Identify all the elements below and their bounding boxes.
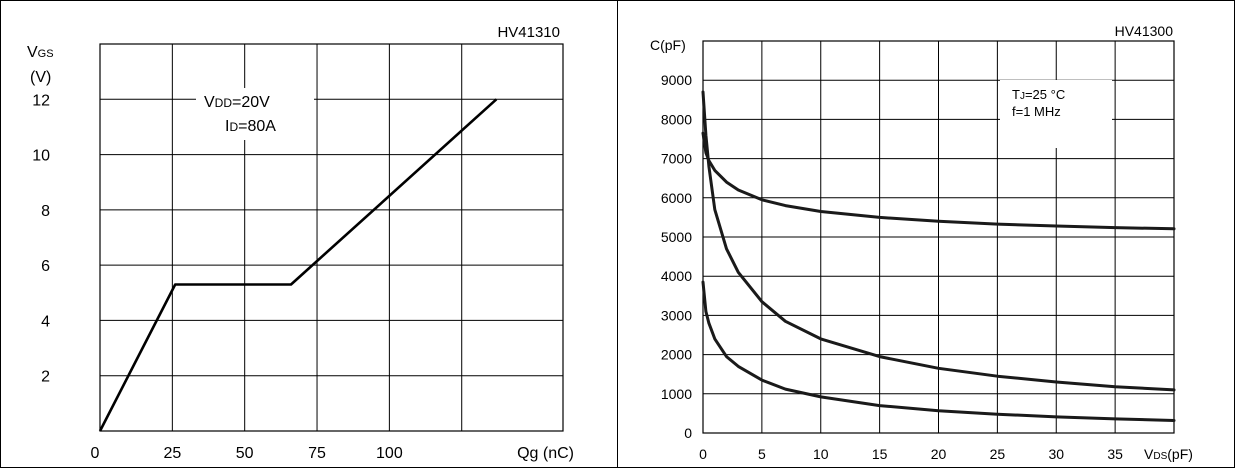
x-tick-label: 25: [163, 445, 181, 462]
series-line: [98, 98, 498, 432]
capacitance-chart: 0 5 10 15 20 25 30 35 0 1000 2000 3000 4000 5000 6000…: [650, 23, 1193, 462]
annotation-id: ID=80A: [225, 118, 276, 135]
plot-frame: [99, 43, 564, 432]
y-tick-label: 4: [41, 313, 50, 330]
y-tick-label: 12: [32, 92, 50, 109]
series-line: [701, 90, 1176, 392]
annotation-background: [1000, 80, 1112, 148]
annotation-vdd: VDD=20V: [204, 94, 270, 111]
x-tick-label: 30: [1048, 446, 1064, 462]
x-tick-label: 50: [236, 445, 254, 462]
annotation-tj: TJ=25 °C: [1012, 87, 1065, 102]
plot-frame: [702, 40, 1175, 434]
y-tick-labels: 2 4 6 8 10 12: [32, 92, 50, 385]
x-tick-label: 0: [91, 445, 100, 462]
x-tick-labels: 0 25 50 75 100: [91, 445, 403, 462]
x-tick-label: 25: [990, 446, 1006, 462]
y-tick-label: 6000: [661, 190, 692, 206]
x-tick-label: 20: [931, 446, 947, 462]
x-axis-label: Qg (nC): [517, 445, 574, 462]
y-axis-label: VGS: [27, 44, 54, 61]
y-tick-label: 9000: [661, 72, 692, 88]
grid: [100, 44, 563, 431]
y-tick-label: 4000: [661, 268, 692, 284]
annotation-f: f=1 MHz: [1012, 104, 1061, 119]
y-tick-label: 0: [684, 425, 692, 441]
y-tick-label: 10: [32, 148, 50, 165]
chart-code: HV41300: [1115, 23, 1174, 39]
y-tick-label: 2000: [661, 347, 692, 363]
y-tick-label: 8: [41, 203, 50, 220]
series: [98, 98, 498, 432]
y-axis-label: C(pF): [650, 37, 686, 53]
x-tick-label: 15: [872, 446, 888, 462]
y-tick-label: 6: [41, 258, 50, 275]
y-tick-label: 8000: [661, 111, 692, 127]
x-tick-label: 0: [699, 446, 707, 462]
series: [701, 90, 1176, 422]
y-tick-label: 2: [41, 369, 50, 386]
annotation-background: [196, 88, 314, 140]
y-tick-label: 7000: [661, 151, 692, 167]
series-line: [701, 280, 1176, 422]
x-tick-label: 5: [758, 446, 766, 462]
x-tick-label: 100: [376, 445, 403, 462]
y-tick-label: 1000: [661, 386, 692, 402]
x-tick-label: 75: [308, 445, 326, 462]
x-tick-label: 35: [1107, 446, 1123, 462]
y-axis-unit: (V): [30, 69, 51, 86]
x-tick-label: 10: [813, 446, 829, 462]
y-tick-label: 3000: [661, 307, 692, 323]
x-axis-label: VDS(pF): [1144, 446, 1193, 462]
chart-code: HV41310: [497, 24, 560, 41]
y-tick-label: 5000: [661, 229, 692, 245]
x-tick-labels: 0 5 10 15 20 25 30 35: [699, 446, 1123, 462]
gate-charge-chart: 0 25 50 75 100 2 4 6 8 10 12 HV41310 VGS (V) Qg (…: [27, 24, 574, 462]
series-line: [701, 131, 1176, 231]
y-tick-labels: 0 1000 2000 3000 4000 5000 6000 7000 8000 9000: [661, 72, 692, 441]
